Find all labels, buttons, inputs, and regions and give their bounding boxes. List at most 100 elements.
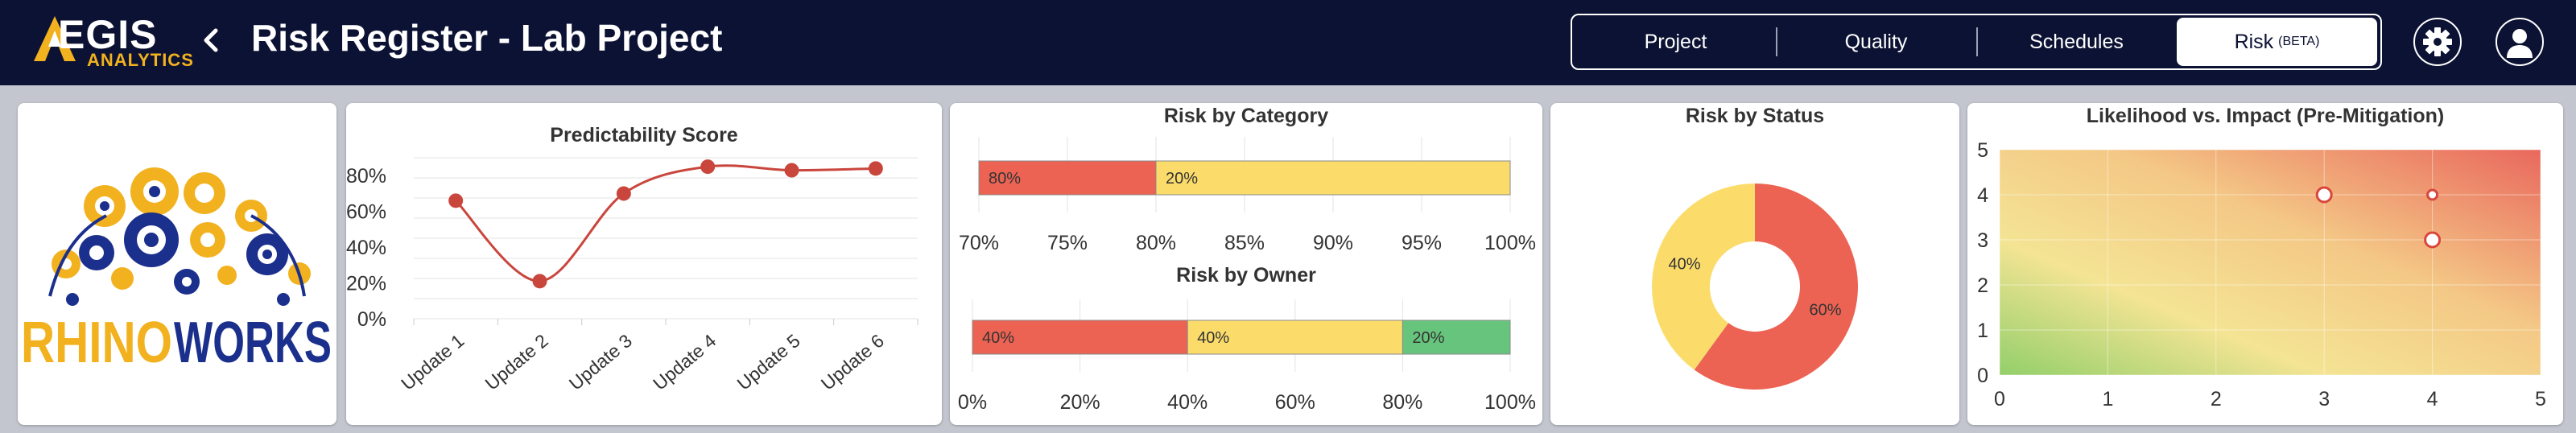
- gear-icon: [2423, 27, 2452, 56]
- rhinoworks-logo: RHINO WORKS: [21, 167, 332, 375]
- logo-word-works: WORKS: [174, 311, 332, 375]
- tab-project[interactable]: Project: [1575, 18, 1776, 66]
- logo-text-bottom: ANALYTICS: [87, 50, 194, 70]
- x-tick-label: 100%: [1484, 232, 1536, 254]
- x-tick-label: Update 1: [397, 330, 468, 394]
- user-icon: [2507, 29, 2533, 58]
- y-tick-label: 5: [1977, 139, 1988, 162]
- x-tick-label: 0%: [958, 391, 987, 414]
- beta-tag: (BETA): [2278, 35, 2320, 48]
- series-line: [455, 164, 876, 282]
- y-tick-label: 1: [1977, 320, 1988, 342]
- scatter-point[interactable]: [2426, 188, 2439, 201]
- y-tick-label: 80%: [346, 165, 386, 188]
- y-tick-label: 0%: [357, 308, 386, 331]
- y-tick-label: 4: [1977, 184, 1988, 207]
- profile-button[interactable]: [2496, 18, 2544, 66]
- risk-status-chart: Risk by Status 60% 40%: [1652, 105, 1858, 390]
- x-tick-label: 4: [2427, 388, 2438, 410]
- chart-title: Predictability Score: [550, 124, 738, 146]
- tab-schedules[interactable]: Schedules: [1976, 18, 2177, 66]
- y-tick-label: 0: [1977, 365, 1988, 387]
- bar-segment[interactable]: [978, 160, 1157, 196]
- x-tick-label: 95%: [1402, 232, 1442, 254]
- data-point[interactable]: [784, 163, 799, 178]
- likelihood-impact-chart: Likelihood vs. Impact (Pre-Mitigation) 0…: [1977, 105, 2546, 410]
- y-tick-label: 3: [1977, 229, 1988, 252]
- bar-segment-label: 80%: [989, 170, 1021, 188]
- logo-word-rhino: RHINO: [21, 311, 172, 375]
- tab-label: Quality: [1844, 30, 1908, 53]
- bar-segment[interactable]: [1187, 320, 1403, 355]
- pie-slice[interactable]: [1694, 184, 1858, 390]
- data-point[interactable]: [532, 274, 547, 289]
- settings-button[interactable]: [2413, 18, 2462, 66]
- predictability-score-card: Predictability Score 0% 20% 40% 60% 80% Upda…: [346, 103, 942, 425]
- x-tick-label: 80%: [1382, 391, 1422, 414]
- tab-label: Schedules: [2029, 30, 2124, 53]
- category-chart-title: Risk by Category: [1164, 105, 1328, 127]
- x-tick-label: 20%: [1060, 391, 1100, 414]
- likelihood-impact-card: Likelihood vs. Impact (Pre-Mitigation) 0…: [1967, 103, 2563, 425]
- y-tick-label: 2: [1977, 274, 1988, 297]
- tab-label: Risk: [2234, 30, 2274, 53]
- x-tick-label: 70%: [959, 232, 999, 254]
- data-point[interactable]: [448, 193, 464, 208]
- data-point[interactable]: [616, 186, 631, 201]
- bar-segment-label: 20%: [1412, 329, 1444, 347]
- gears-illustration: [48, 167, 311, 306]
- pie-slice-label: 60%: [1809, 301, 1841, 319]
- tab-quality[interactable]: Quality: [1776, 18, 1976, 66]
- page-title: Risk Register - Lab Project: [251, 17, 723, 59]
- y-tick-label: 40%: [346, 237, 386, 259]
- data-point[interactable]: [700, 159, 716, 175]
- scatter-point[interactable]: [2315, 186, 2333, 204]
- bar-segment-label: 20%: [1166, 170, 1198, 188]
- bar-segment[interactable]: [1402, 320, 1511, 355]
- owner-chart-title: Risk by Owner: [1176, 264, 1316, 287]
- y-tick-label: 20%: [346, 273, 386, 295]
- predictability-chart: Predictability Score 0% 20% 40% 60% 80% Upda…: [346, 124, 919, 394]
- x-tick-label: Update 3: [565, 330, 636, 394]
- bar-segment[interactable]: [972, 320, 1188, 355]
- risk-heat-background: [2000, 150, 2541, 375]
- chart-title: Likelihood vs. Impact (Pre-Mitigation): [2087, 105, 2444, 127]
- pie-slice-label: 40%: [1668, 256, 1700, 274]
- x-tick-label: Update 6: [817, 330, 888, 394]
- company-logo-card: RHINO WORKS: [18, 103, 336, 425]
- aegis-analytics-logo[interactable]: EGIS ANALYTICS: [31, 12, 224, 70]
- x-tick-label: 3: [2318, 388, 2330, 410]
- risk-status-card: Risk by Status 60% 40%: [1550, 103, 1959, 425]
- x-tick-label: Update 4: [649, 330, 720, 394]
- aegis-logo-mark: [34, 16, 76, 61]
- back-button[interactable]: [198, 23, 222, 58]
- risk-category-owner-charts: Risk by Category 80% 20% 70% 75% 80% 85% 90% 9…: [958, 105, 1536, 414]
- scatter-point[interactable]: [2424, 231, 2442, 249]
- tab-risk[interactable]: Risk (BETA): [2177, 18, 2377, 66]
- x-tick-label: 90%: [1313, 232, 1353, 254]
- x-tick-label: Update 2: [481, 330, 551, 394]
- top-navigation-bar: EGIS ANALYTICS Risk Register - Lab Proje…: [0, 0, 2576, 85]
- x-tick-label: 100%: [1484, 391, 1536, 414]
- logo-text-top: EGIS: [58, 12, 158, 57]
- x-tick-label: 2: [2211, 388, 2222, 410]
- tab-label: Project: [1644, 30, 1707, 53]
- section-tabs: Project Quality Schedules Risk (BETA): [1571, 14, 2382, 70]
- chevron-left-icon: [204, 28, 218, 52]
- pie-slice[interactable]: [1652, 184, 1755, 370]
- bar-segment[interactable]: [1155, 160, 1511, 196]
- x-tick-label: 0: [1994, 388, 2005, 410]
- x-tick-label: 85%: [1224, 232, 1265, 254]
- x-tick-label: Update 5: [733, 330, 803, 394]
- data-point[interactable]: [868, 161, 883, 176]
- x-tick-label: 60%: [1275, 391, 1315, 414]
- x-tick-label: 5: [2535, 388, 2546, 410]
- chart-title: Risk by Status: [1686, 105, 1824, 127]
- x-tick-label: 40%: [1167, 391, 1208, 414]
- bar-segment-label: 40%: [982, 329, 1014, 347]
- x-tick-label: 75%: [1047, 232, 1088, 254]
- x-tick-label: 1: [2102, 388, 2113, 410]
- bar-segment-label: 40%: [1197, 329, 1229, 347]
- x-tick-label: 80%: [1136, 232, 1176, 254]
- risk-category-owner-card: Risk by Category 80% 20% 70% 75% 80% 85% 90% 9…: [950, 103, 1542, 425]
